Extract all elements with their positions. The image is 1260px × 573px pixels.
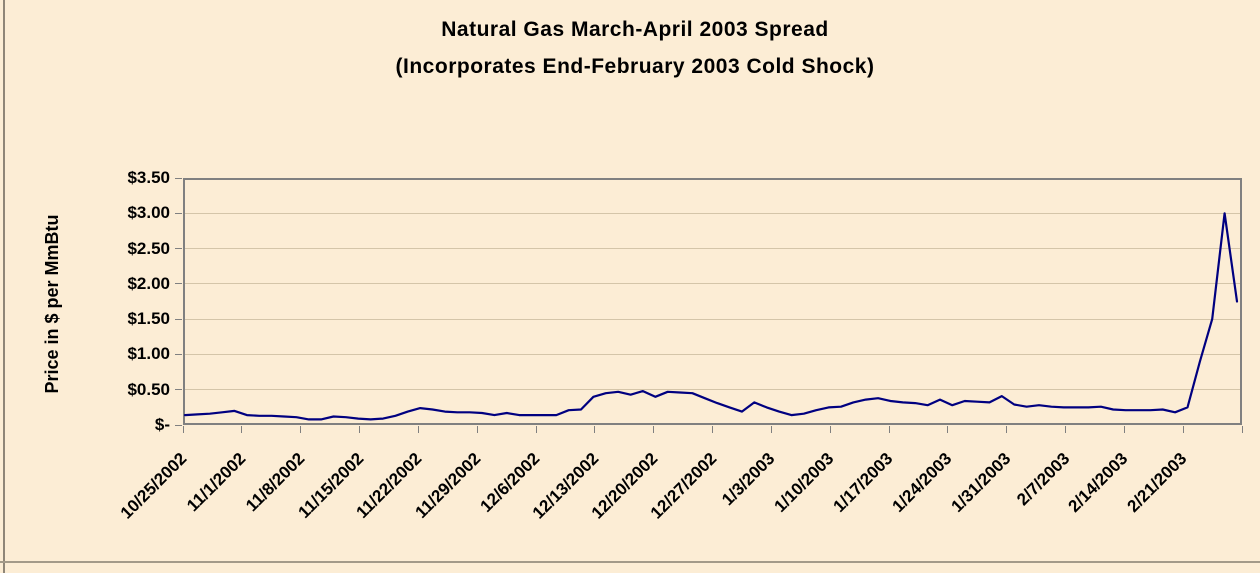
x-axis-tick [241,426,243,433]
series-line [183,212,1239,421]
window-bottom-border [0,561,1260,563]
plot-area [183,178,1242,425]
chart-title: Natural Gas March-April 2003 Spread (Inc… [260,11,1010,85]
y-axis-tick-label: $3.50 [127,168,170,187]
y-gridline [183,212,1242,214]
y-axis-tick [175,353,182,355]
y-axis-tick-label: $3.00 [127,203,170,223]
y-gridline [183,318,1242,320]
y-axis-tick-label: $2.50 [127,238,170,258]
x-axis-tick [476,426,478,433]
y-axis-tick [175,177,182,179]
y-gridline [183,353,1242,355]
y-axis-tick [175,283,182,285]
x-axis-tick [1241,426,1243,433]
x-axis-tick [888,426,890,433]
x-axis-tick [1065,426,1066,433]
y-gridline [183,248,1242,250]
y-axis-tick-label: $1.50 [127,309,170,329]
y-axis-tick [175,212,182,214]
x-axis-tick [594,426,596,433]
x-axis-tick [947,426,949,433]
x-axis-tick [359,426,360,433]
chart-title-line1: Natural Gas March-April 2003 Spread [441,18,829,41]
x-axis-tick [1006,426,1008,433]
y-axis-tick-label: $0.50 [127,379,170,399]
x-axis-tick [300,426,302,433]
series-line-layer [183,212,1239,421]
y-axis-tick-label: $2.00 [127,273,170,293]
chart-title-line2: (Incorporates End-February 2003 Cold Sho… [395,55,875,78]
x-axis-tick [1123,426,1125,433]
x-axis-tick [770,426,772,433]
y-gridline [183,389,1242,391]
y-axis-tick-label: $- [154,415,170,434]
x-axis-tick [1182,426,1184,433]
x-axis-tick [535,426,537,433]
x-axis-tick [712,426,713,433]
y-axis-tick [175,248,182,250]
y-axis-tick-label: $1.00 [127,344,170,364]
x-axis-tick [653,426,655,433]
x-axis-tick [417,426,419,433]
y-axis-title: Price in $ per MmBtu [42,214,62,394]
x-axis-tick [829,426,831,433]
window-left-border [3,0,5,573]
y-axis-tick [175,424,182,426]
y-axis-tick [175,318,182,320]
x-axis-tick [182,426,184,433]
y-axis-tick [175,389,182,391]
y-gridline [183,283,1242,285]
